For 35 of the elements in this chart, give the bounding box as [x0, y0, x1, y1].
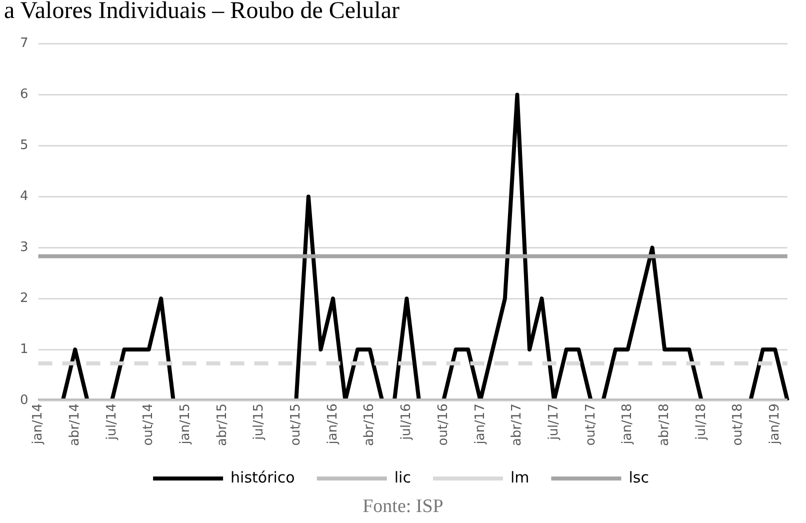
x-tick-label: jan/15 [178, 404, 194, 446]
x-tick-label: jan/16 [325, 404, 340, 446]
x-tick-label: jul/18 [694, 404, 709, 441]
x-tick-label: jul/17 [546, 404, 562, 441]
x-tick-label: abr/14 [67, 404, 82, 446]
x-tick-label: jan/17 [472, 404, 488, 446]
source-note: Fonte: ISP [362, 496, 444, 518]
x-tick-label: abr/18 [656, 404, 672, 446]
x-tick-label: abr/16 [362, 404, 378, 446]
x-tick-label: out/17 [583, 404, 598, 446]
y-tick-label: 3 [20, 240, 28, 256]
x-tick-label: out/18 [730, 404, 746, 446]
y-tick-label: 1 [20, 342, 28, 357]
legend-label: histórico [230, 468, 295, 486]
x-tick-label: jul/15 [252, 404, 267, 441]
x-tick-label: jul/14 [104, 404, 120, 441]
x-tick-label: out/14 [141, 404, 156, 446]
y-tick-label: 2 [20, 290, 28, 306]
x-tick-label: abr/17 [510, 404, 525, 446]
x-tick-label: out/15 [288, 404, 304, 446]
x-tick-label: abr/15 [214, 404, 230, 446]
x-tick-label: out/16 [436, 404, 451, 446]
y-tick-label: 7 [20, 36, 28, 52]
y-tick-label: 5 [20, 138, 28, 154]
x-tick-label: jan/19 [767, 404, 782, 446]
chart-title: a Valores Individuais – Roubo de Celular [3, 0, 400, 25]
x-tick-label: jan/14 [30, 404, 46, 446]
x-tick-label: jul/16 [399, 404, 414, 441]
y-tick-label: 4 [20, 189, 28, 204]
legend-label: lsc [628, 468, 649, 486]
legend-label: lm [510, 468, 530, 486]
x-tick-label: jan/18 [620, 404, 636, 446]
y-tick-label: 0 [20, 392, 28, 408]
legend-label: lic [394, 468, 411, 486]
y-tick-label: 6 [20, 87, 28, 102]
